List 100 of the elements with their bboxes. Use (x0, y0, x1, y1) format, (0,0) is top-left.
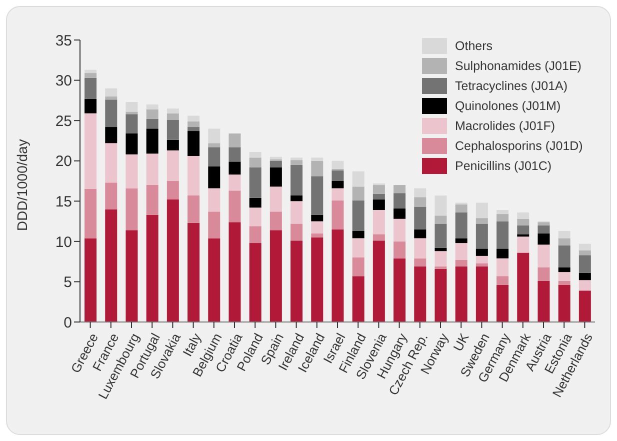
bar (352, 186, 364, 200)
y-tick-label: 10 (55, 234, 72, 251)
bar (84, 238, 97, 322)
bar (270, 212, 282, 230)
bar (105, 143, 118, 183)
bar (126, 114, 138, 134)
bar (558, 267, 570, 272)
bar (394, 218, 406, 242)
legend-label: Tetracyclines (J01A) (455, 79, 568, 93)
bar (476, 266, 488, 322)
legend-label: Cephalosporins (J01D) (455, 139, 583, 153)
y-tick-label: 0 (64, 314, 72, 332)
bar (84, 78, 97, 99)
bar (84, 189, 97, 238)
bar (352, 200, 364, 231)
bar (394, 193, 406, 208)
bar (105, 209, 118, 322)
bar (496, 210, 509, 214)
bar (166, 181, 179, 200)
legend-label: Penicillins (J01C) (455, 159, 552, 173)
bar (105, 96, 118, 100)
bar (249, 226, 262, 244)
bar (414, 188, 426, 198)
bar (249, 167, 262, 198)
bar (558, 272, 570, 281)
y-tick-label: 30 (55, 72, 72, 90)
bar (249, 152, 262, 158)
bar (434, 196, 447, 216)
bar (105, 127, 118, 144)
bar (311, 176, 324, 215)
bar (517, 218, 530, 226)
bar (332, 170, 344, 181)
legend-label: Sulphonamides (J01E) (455, 59, 582, 73)
bar (166, 150, 179, 181)
bar (332, 229, 344, 322)
bar (290, 158, 303, 160)
bar (208, 212, 220, 238)
bar (311, 233, 324, 238)
bar (372, 185, 385, 194)
bar (455, 243, 468, 260)
bar (270, 230, 282, 322)
bar (332, 188, 344, 200)
bar (538, 280, 550, 322)
bar (228, 222, 241, 322)
bar (126, 133, 138, 154)
bar (105, 88, 118, 96)
bar (290, 201, 303, 224)
bar (311, 158, 324, 161)
bar (352, 238, 364, 258)
bar (476, 248, 488, 256)
bar (517, 236, 530, 253)
bar (146, 109, 158, 119)
bar (394, 185, 406, 194)
bar (476, 218, 488, 224)
bar (434, 216, 447, 224)
bar (166, 140, 179, 150)
bar (208, 147, 220, 166)
bar (372, 194, 385, 200)
bar (538, 225, 550, 234)
bar (332, 200, 344, 230)
bar (578, 290, 591, 322)
bar (270, 186, 282, 212)
bar (455, 204, 468, 212)
bar (496, 284, 509, 322)
bar (352, 230, 364, 238)
legend-label: Others (455, 39, 493, 53)
bar (496, 258, 509, 276)
bar (228, 133, 241, 148)
bar (476, 202, 488, 218)
bar (455, 238, 468, 244)
bar (496, 221, 509, 249)
bar (476, 224, 488, 249)
bar (496, 214, 509, 222)
bar (558, 280, 570, 285)
bar (578, 280, 591, 291)
bar (332, 181, 344, 188)
bar (311, 237, 324, 322)
bar (414, 197, 426, 207)
bar (126, 188, 138, 230)
bar (517, 252, 530, 322)
bar (578, 244, 591, 250)
bar (538, 267, 550, 281)
bar (166, 200, 179, 322)
bar (166, 113, 179, 120)
bar (455, 260, 468, 266)
bar (126, 112, 138, 114)
bar (228, 162, 241, 175)
bar (290, 160, 303, 165)
bar (476, 263, 488, 266)
bar (578, 255, 591, 273)
bar (188, 196, 200, 223)
bar (290, 240, 303, 322)
bar (352, 258, 364, 276)
bar (249, 198, 262, 208)
bar (208, 166, 220, 188)
bar (578, 272, 591, 280)
bar (558, 245, 570, 268)
bar (434, 268, 447, 322)
bar (208, 143, 220, 148)
bar (228, 174, 241, 191)
